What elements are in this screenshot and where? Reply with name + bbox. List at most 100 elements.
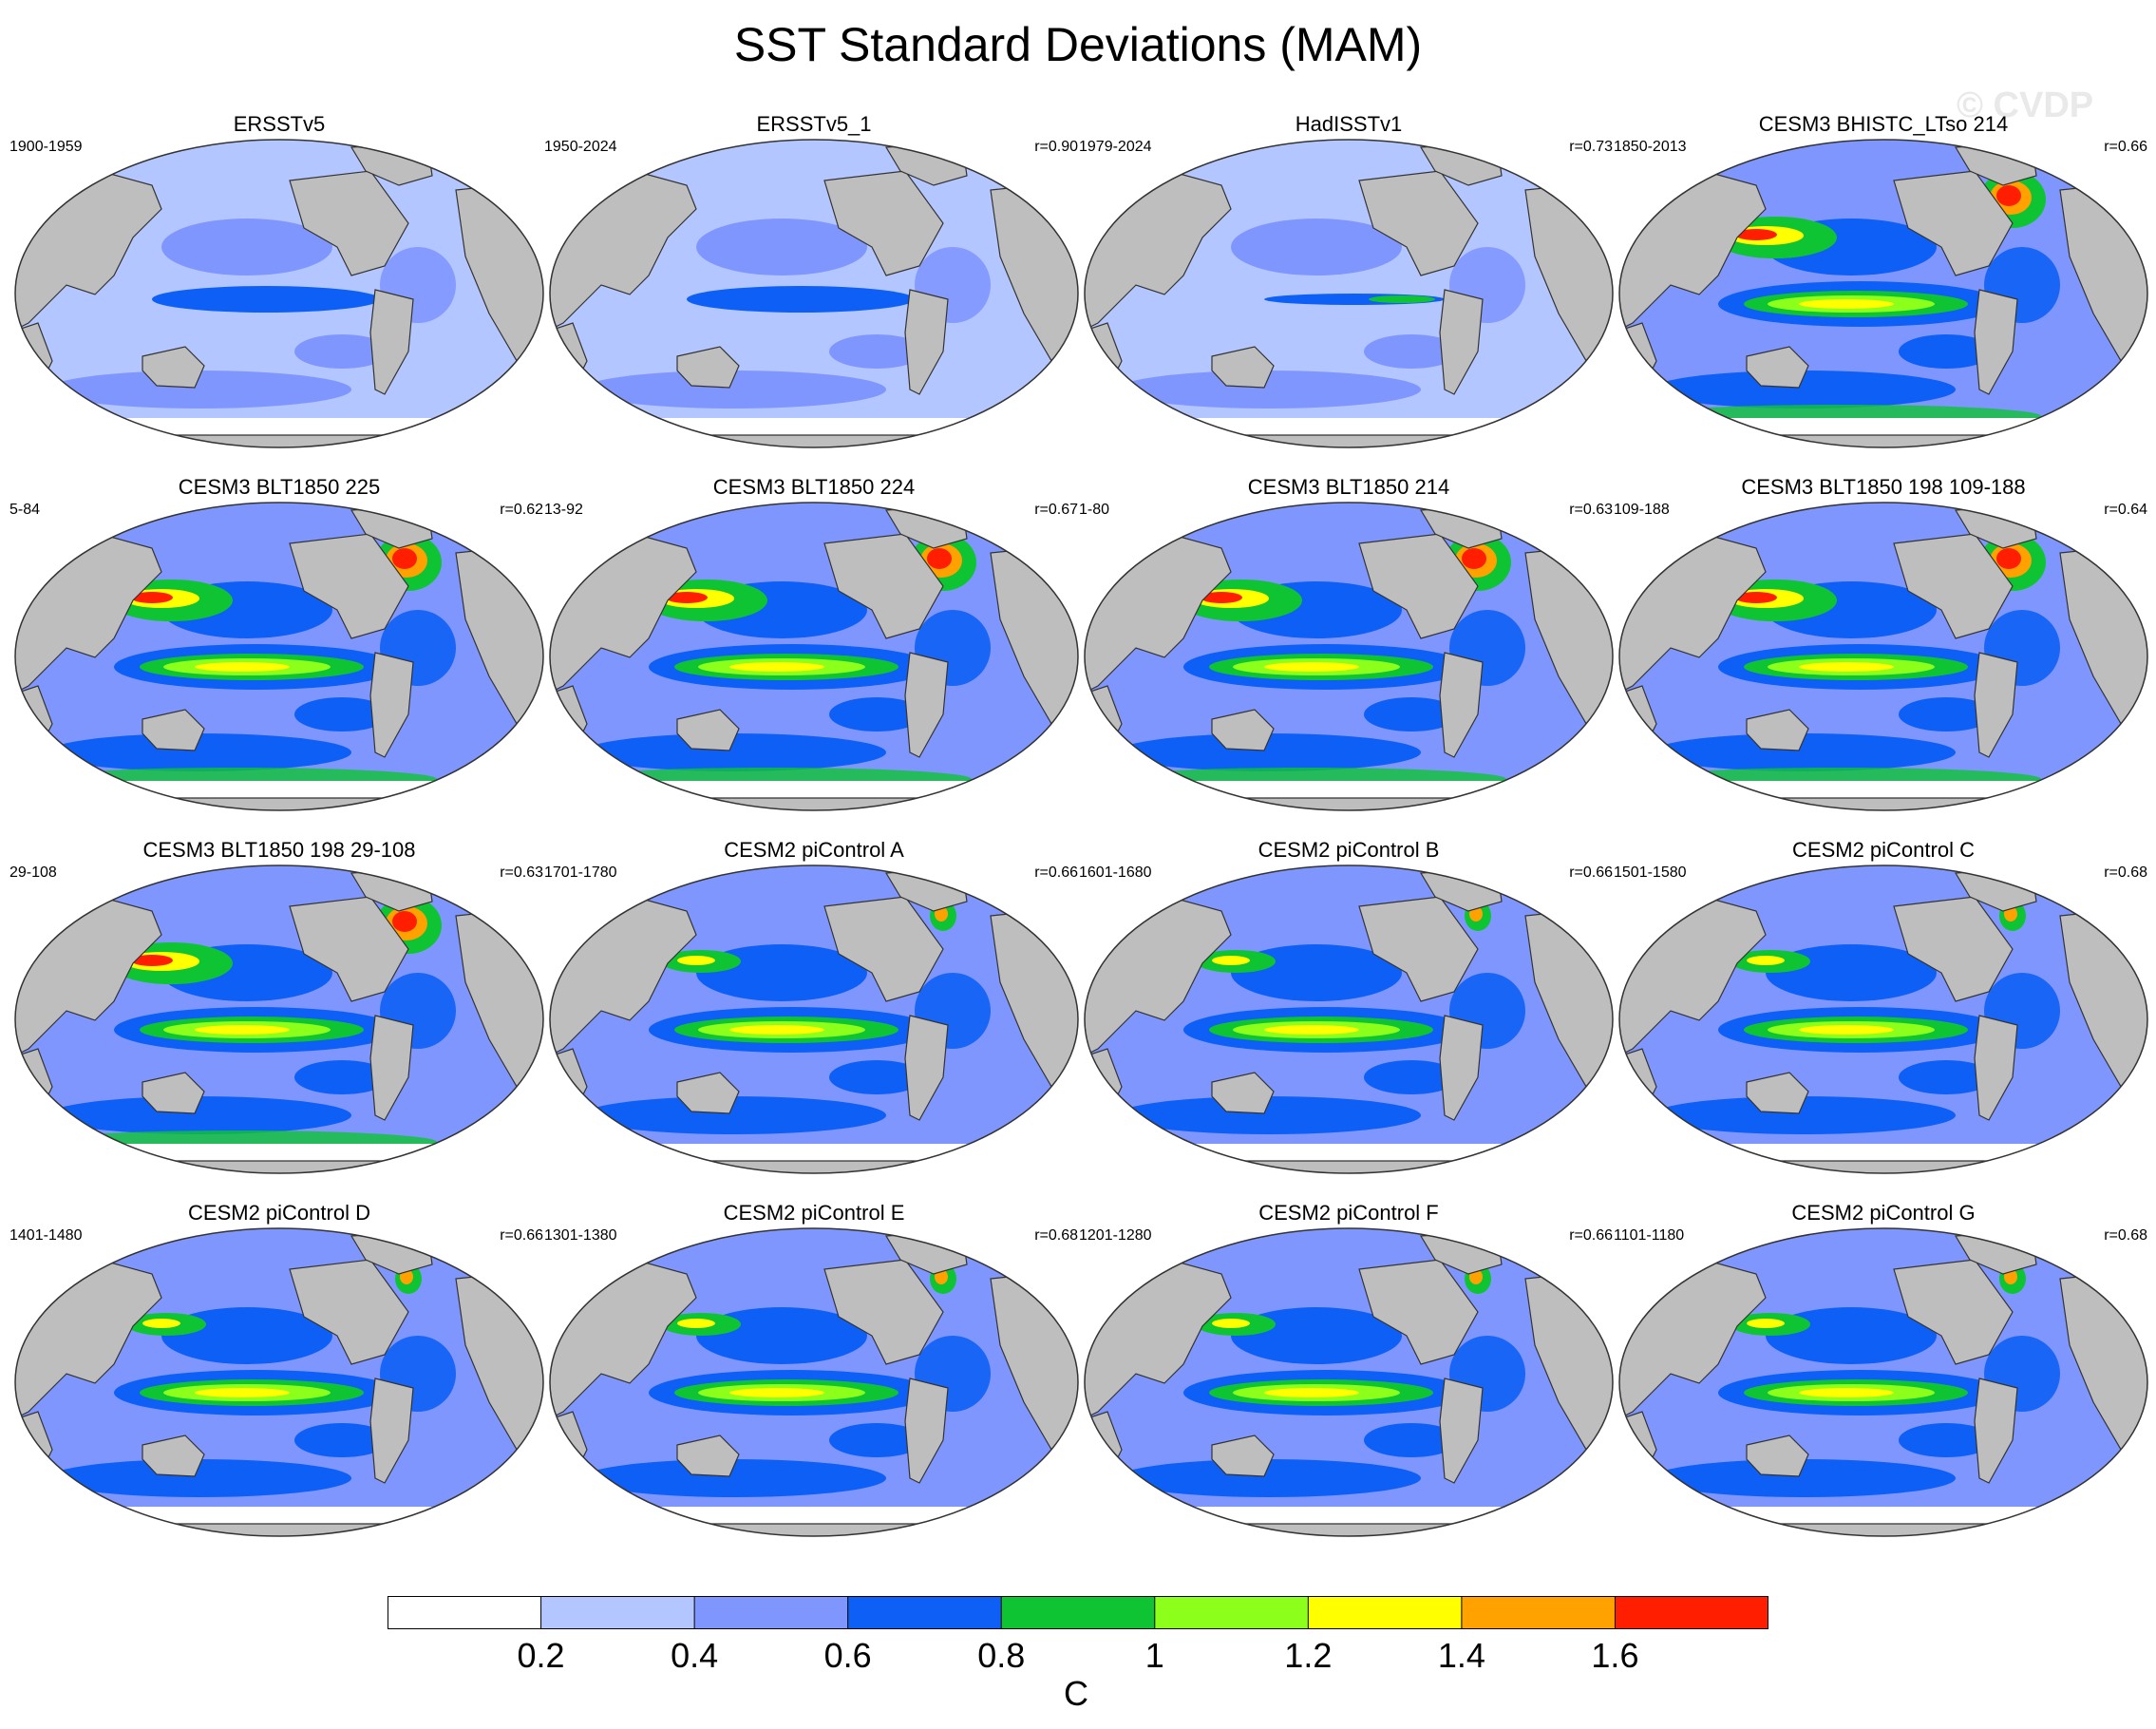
panel-years: 1501-1580 bbox=[1614, 864, 1687, 881]
panel-pattern-correlation: r=0.63 bbox=[500, 864, 543, 881]
colorbar-tick-label: 1.6 bbox=[1591, 1636, 1639, 1675]
colorbar-segment bbox=[1615, 1596, 1768, 1629]
panel-years: 109-188 bbox=[1614, 502, 1670, 518]
panel-title: CESM3 BLT1850 198 109-188 bbox=[1741, 475, 2026, 499]
panel-title: CESM3 BLT1850 224 bbox=[712, 475, 916, 499]
colorbar-segment bbox=[847, 1596, 1002, 1629]
panel-pattern-correlation: r=0.67 bbox=[1034, 502, 1078, 518]
panel-pattern-correlation: r=0.66 bbox=[2104, 139, 2147, 155]
panel-title: CESM2 piControl G bbox=[1791, 1201, 1976, 1225]
panel-pattern-correlation: r=0.63 bbox=[1569, 502, 1613, 518]
sst-map bbox=[1618, 139, 2148, 448]
map-panel: CESM3 BLT1850 214 1-80 r=0.63 bbox=[1079, 475, 1618, 817]
map-panel: HadISSTv1 1979-2024 r=0.73 bbox=[1079, 112, 1618, 454]
panel-pattern-correlation: r=0.62 bbox=[500, 502, 543, 518]
map-panel: CESM2 piControl A 1701-1780 r=0.66 bbox=[544, 838, 1084, 1180]
sst-map bbox=[14, 502, 544, 811]
watermark: © CVDP bbox=[1957, 86, 2094, 125]
panel-title: CESM3 BHISTC_LTso 214 bbox=[1758, 112, 2009, 136]
sst-map bbox=[549, 1227, 1079, 1537]
panel-years: 29-108 bbox=[9, 864, 57, 881]
sst-map bbox=[549, 502, 1079, 811]
panel-pattern-correlation: r=0.66 bbox=[1569, 864, 1613, 881]
panel-pattern-correlation: r=0.68 bbox=[1034, 1227, 1078, 1244]
colorbar-segment bbox=[1154, 1596, 1309, 1629]
figure-title: SST Standard Deviations (MAM) bbox=[733, 18, 1423, 71]
panel-years: 1401-1480 bbox=[9, 1227, 83, 1244]
colorbar-tick-label: 0.4 bbox=[671, 1636, 719, 1675]
colorbar-segment bbox=[694, 1596, 848, 1629]
panel-pattern-correlation: r=0.68 bbox=[2104, 864, 2147, 881]
panel-title: CESM2 piControl E bbox=[723, 1201, 905, 1225]
map-panel: CESM3 BLT1850 198 109-188 109-188 r=0.64 bbox=[1614, 475, 2153, 817]
panel-pattern-correlation: r=0.66 bbox=[1569, 1227, 1613, 1244]
colorbar-tick-label: 1.4 bbox=[1437, 1636, 1485, 1675]
sst-map bbox=[1084, 139, 1614, 448]
colorbar-tick-label: 0.8 bbox=[977, 1636, 1026, 1675]
panel-years: 1-80 bbox=[1079, 502, 1110, 518]
panel-pattern-correlation: r=0.64 bbox=[2104, 502, 2147, 518]
panel-pattern-correlation: r=0.68 bbox=[2104, 1227, 2147, 1244]
panel-title: CESM2 piControl C bbox=[1792, 838, 1975, 862]
panel-pattern-correlation: r=0.73 bbox=[1569, 139, 1613, 155]
colorbar bbox=[388, 1596, 1768, 1629]
map-panel: CESM2 piControl E 1301-1380 r=0.68 bbox=[544, 1201, 1084, 1543]
map-panel: CESM3 BLT1850 224 13-92 r=0.67 bbox=[544, 475, 1084, 817]
map-panel: CESM2 piControl D 1401-1480 r=0.66 bbox=[9, 1201, 549, 1543]
colorbar-tick-label: 0.6 bbox=[823, 1636, 872, 1675]
sst-map bbox=[1084, 864, 1614, 1174]
panel-title: CESM3 BLT1850 225 bbox=[178, 475, 381, 499]
map-panel: CESM3 BLT1850 225 5-84 r=0.62 bbox=[9, 475, 549, 817]
panel-pattern-correlation: r=0.66 bbox=[500, 1227, 543, 1244]
panel-title: CESM2 piControl F bbox=[1258, 1201, 1439, 1225]
sst-map bbox=[1618, 502, 2148, 811]
colorbar-segment bbox=[540, 1596, 695, 1629]
map-panel: CESM3 BLT1850 198 29-108 29-108 r=0.63 bbox=[9, 838, 549, 1180]
panel-title: CESM3 BLT1850 198 29-108 bbox=[142, 838, 416, 862]
colorbar-segment bbox=[388, 1596, 541, 1629]
panel-title: HadISSTv1 bbox=[1295, 112, 1403, 136]
panel-title: ERSSTv5_1 bbox=[756, 112, 872, 136]
panel-years: 1950-2024 bbox=[544, 139, 617, 155]
sst-map bbox=[14, 139, 544, 448]
sst-map bbox=[1084, 1227, 1614, 1537]
colorbar-tick-label: 0.2 bbox=[517, 1636, 565, 1675]
panel-years: 1101-1180 bbox=[1614, 1227, 1685, 1244]
sst-map bbox=[549, 139, 1079, 448]
colorbar-segment bbox=[1001, 1596, 1155, 1629]
panel-title: CESM2 piControl A bbox=[724, 838, 904, 862]
map-panel: CESM3 BHISTC_LTso 214 1850-2013 r=0.66 bbox=[1614, 112, 2153, 454]
map-panel: CESM2 piControl B 1601-1680 r=0.66 bbox=[1079, 838, 1618, 1180]
panel-title: CESM3 BLT1850 214 bbox=[1247, 475, 1450, 499]
sst-map bbox=[14, 864, 544, 1174]
sst-map bbox=[1618, 1227, 2148, 1537]
colorbar-segment bbox=[1308, 1596, 1462, 1629]
panel-title: CESM2 piControl D bbox=[188, 1201, 370, 1225]
panel-years: 1601-1680 bbox=[1079, 864, 1152, 881]
panel-title: ERSSTv5 bbox=[233, 112, 326, 136]
colorbar-tick-label: 1 bbox=[1144, 1636, 1164, 1675]
panel-years: 5-84 bbox=[9, 502, 41, 518]
map-panel: CESM2 piControl G 1101-1180 r=0.68 bbox=[1614, 1201, 2153, 1543]
panel-years: 1301-1380 bbox=[544, 1227, 617, 1244]
sst-map bbox=[549, 864, 1079, 1174]
panel-years: 1701-1780 bbox=[544, 864, 617, 881]
map-panel: CESM2 piControl C 1501-1580 r=0.68 bbox=[1614, 838, 2153, 1180]
colorbar-segment bbox=[1461, 1596, 1616, 1629]
panel-years: 13-92 bbox=[544, 502, 583, 518]
colorbar-unit: C bbox=[1064, 1674, 1088, 1713]
panel-years: 1900-1959 bbox=[9, 139, 83, 155]
sst-map bbox=[1084, 502, 1614, 811]
map-panel: CESM2 piControl F 1201-1280 r=0.66 bbox=[1079, 1201, 1618, 1543]
panel-title: CESM2 piControl B bbox=[1258, 838, 1440, 862]
panel-years: 1979-2024 bbox=[1079, 139, 1152, 155]
map-panel: ERSSTv5_1 1950-2024 r=0.90 bbox=[544, 112, 1084, 454]
colorbar-tick-label: 1.2 bbox=[1284, 1636, 1333, 1675]
map-panel: ERSSTv5 1900-1959 bbox=[9, 112, 549, 454]
panel-years: 1201-1280 bbox=[1079, 1227, 1152, 1244]
panel-pattern-correlation: r=0.90 bbox=[1034, 139, 1078, 155]
sst-map bbox=[1618, 864, 2148, 1174]
panel-pattern-correlation: r=0.66 bbox=[1034, 864, 1078, 881]
sst-map bbox=[14, 1227, 544, 1537]
panel-years: 1850-2013 bbox=[1614, 139, 1687, 155]
